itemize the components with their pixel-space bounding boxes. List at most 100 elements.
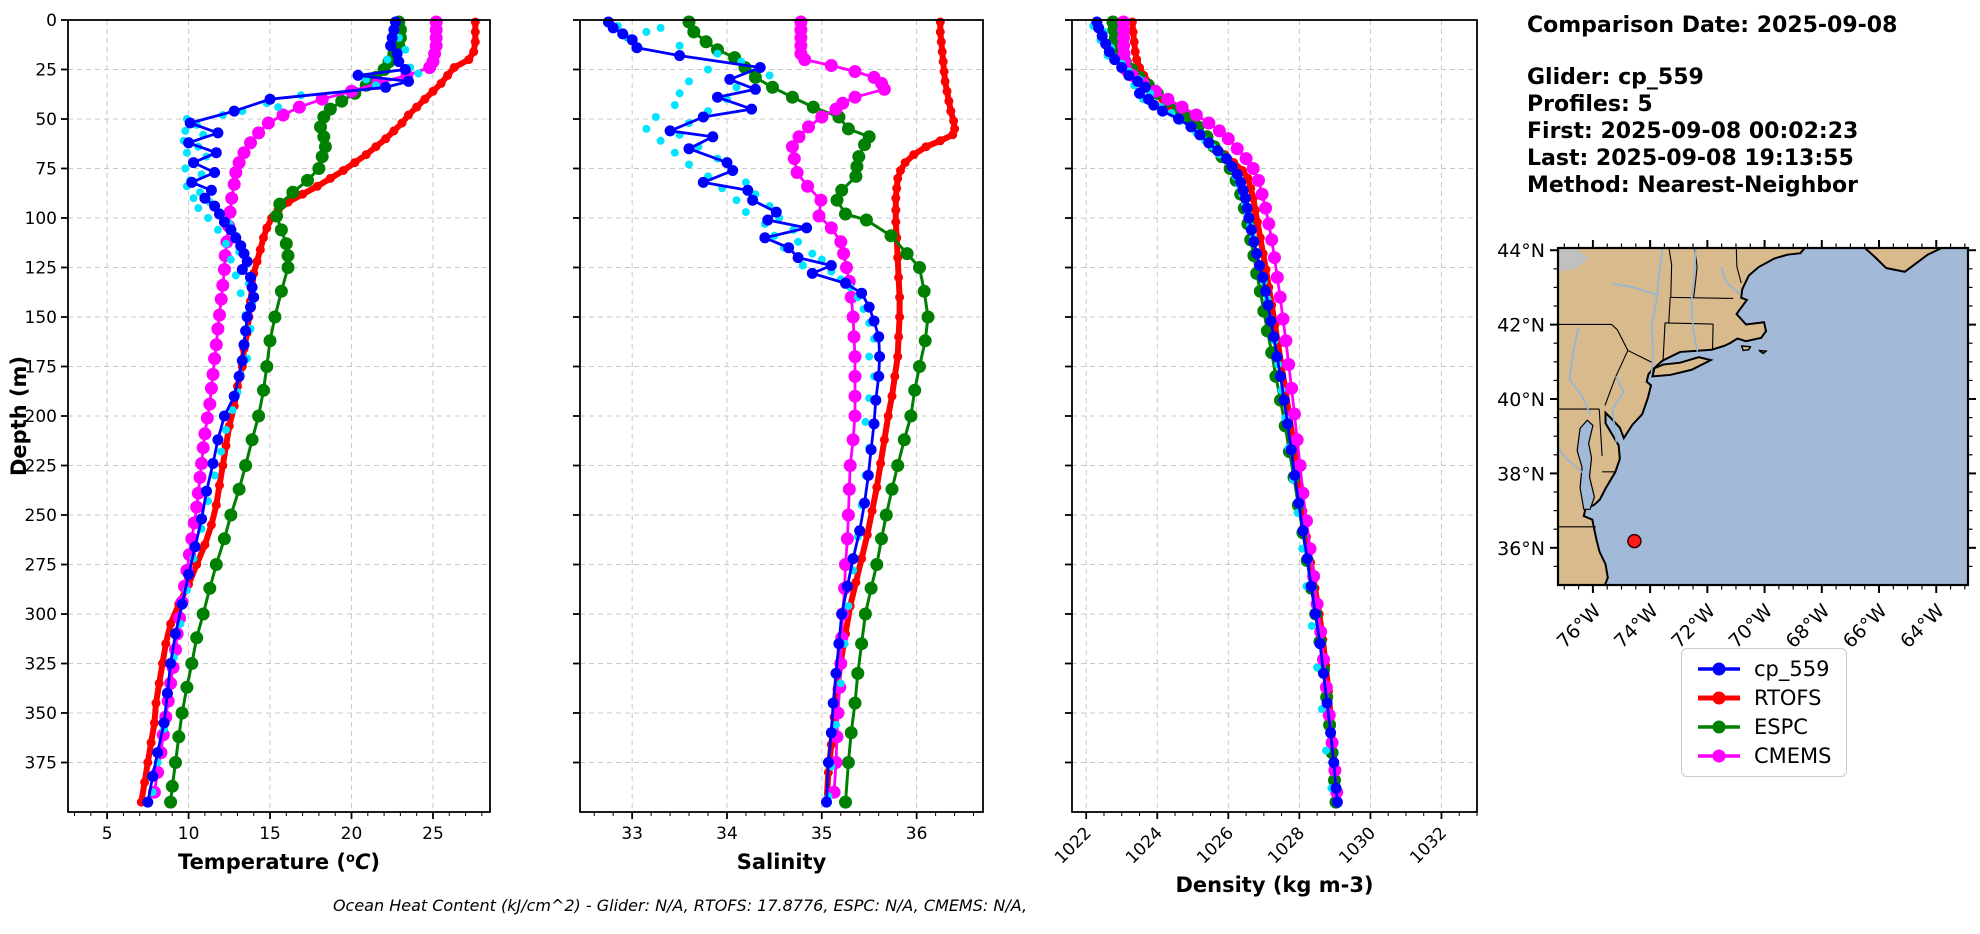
map-lon-label: 70°W bbox=[1724, 600, 1777, 653]
state-borders bbox=[1556, 247, 1741, 527]
map-lon-label: 76°W bbox=[1553, 600, 1606, 653]
legend-label: ESPC bbox=[1754, 715, 1808, 739]
depth-axis-label: Depth (m) bbox=[7, 356, 31, 476]
series-CMEMS bbox=[147, 15, 443, 799]
svg-text:275: 275 bbox=[25, 556, 57, 576]
svg-text:50: 50 bbox=[35, 110, 57, 130]
first-timestamp: First: 2025-09-08 00:02:23 bbox=[1527, 119, 1859, 144]
svg-text:1028: 1028 bbox=[1264, 823, 1309, 868]
legend-label: CMEMS bbox=[1754, 744, 1832, 768]
plot-frame bbox=[579, 19, 984, 813]
svg-text:375: 375 bbox=[25, 754, 57, 774]
svg-text:1032: 1032 bbox=[1406, 823, 1451, 868]
legend-item-RTOFS: RTOFS bbox=[1696, 686, 1832, 710]
series-cp_559 bbox=[142, 16, 414, 808]
svg-text:300: 300 bbox=[25, 605, 57, 625]
svg-text:10: 10 bbox=[178, 824, 200, 844]
axis-ticks bbox=[573, 19, 918, 819]
series-ESPC bbox=[682, 15, 935, 809]
series-cp_559 bbox=[1091, 16, 1343, 808]
temperature-axis-label: Temperature (oC) bbox=[178, 850, 380, 874]
salinity-panel: 33 34 35 36 Salinity bbox=[573, 15, 984, 874]
ohc-caption: Ocean Heat Content (kJ/cm^2) - Glider: N… bbox=[332, 896, 1028, 915]
series-RTOFS bbox=[1127, 17, 1342, 807]
map-lon-label: 64°W bbox=[1896, 600, 1949, 653]
legend-label: cp_559 bbox=[1754, 657, 1830, 681]
svg-text:0: 0 bbox=[46, 11, 57, 31]
plot-frame bbox=[1071, 19, 1478, 813]
map: 44°N 42°N 40°N 38°N 36°N 76°W 74°W 72°W 70°W 68°W… bbox=[1497, 240, 1976, 653]
last-timestamp: Last: 2025-09-08 19:13:55 bbox=[1527, 146, 1854, 171]
svg-text:175: 175 bbox=[25, 358, 57, 378]
plot-frame bbox=[67, 19, 491, 813]
axis-tick-labels: 1022 1024 1026 1028 1030 1032 bbox=[1051, 823, 1451, 868]
svg-text:5: 5 bbox=[102, 824, 113, 844]
svg-text:325: 325 bbox=[25, 655, 57, 675]
salinity-axis-label: Salinity bbox=[737, 850, 827, 874]
svg-text:225: 225 bbox=[25, 457, 57, 477]
series-RTOFS bbox=[822, 17, 960, 807]
legend-item-cp_559: cp_559 bbox=[1696, 657, 1832, 681]
lake-ontario bbox=[1558, 248, 1589, 273]
nantucket bbox=[1759, 350, 1766, 353]
scatter-glider-profiles bbox=[613, 21, 878, 801]
gridlines bbox=[1072, 19, 1477, 812]
axis-tick-labels: 5 10 15 20 250255075100125150175200225250275… bbox=[25, 11, 444, 844]
series-cp_559 bbox=[602, 16, 886, 808]
legend-marker-RTOFS bbox=[1698, 691, 1740, 705]
density-panel: 1022 1024 1026 1028 1030 1032 Density (kg m-3) bbox=[1051, 15, 1478, 897]
legend-marker-ESPC bbox=[1698, 720, 1740, 734]
profile-charts: 5 10 15 20 250255075100125150175200225250275… bbox=[7, 11, 1478, 897]
density-axis-label: Density (kg m-3) bbox=[1175, 873, 1373, 897]
profiles-count: Profiles: 5 bbox=[1527, 92, 1653, 117]
map-lon-label: 74°W bbox=[1610, 600, 1663, 653]
axis-ticks bbox=[1065, 19, 1443, 819]
axis-tick-labels: 33 34 35 36 bbox=[621, 824, 927, 844]
series-CMEMS bbox=[1117, 15, 1344, 799]
svg-text:100: 100 bbox=[25, 209, 57, 229]
gridlines bbox=[68, 19, 490, 812]
map-lat-label: 38°N bbox=[1497, 463, 1545, 485]
legend-label: RTOFS bbox=[1754, 686, 1822, 710]
svg-text:1030: 1030 bbox=[1335, 823, 1380, 868]
marthas-vineyard bbox=[1742, 346, 1751, 350]
map-lon-label: 72°W bbox=[1667, 600, 1720, 653]
svg-text:250: 250 bbox=[25, 506, 57, 526]
temperature-panel: 5 10 15 20 250255075100125150175200225250275… bbox=[7, 11, 491, 874]
method: Method: Nearest-Neighbor bbox=[1527, 173, 1858, 198]
svg-text:25: 25 bbox=[422, 824, 444, 844]
legend: cp_559 RTOFS ESPC CMEMS bbox=[1681, 648, 1847, 777]
long-island bbox=[1652, 357, 1710, 376]
legend-item-CMEMS: CMEMS bbox=[1696, 744, 1832, 768]
svg-text:350: 350 bbox=[25, 704, 57, 724]
svg-text:200: 200 bbox=[25, 407, 57, 427]
map-lat-label: 44°N bbox=[1497, 240, 1545, 262]
map-lat-label: 40°N bbox=[1497, 389, 1545, 411]
svg-text:33: 33 bbox=[621, 824, 643, 844]
map-lat-label: 36°N bbox=[1497, 538, 1545, 560]
glider-position-marker bbox=[1627, 533, 1642, 549]
map-lon-label: 68°W bbox=[1782, 600, 1835, 653]
gridlines bbox=[580, 19, 983, 812]
glider-name: Glider: cp_559 bbox=[1527, 65, 1704, 90]
svg-text:1024: 1024 bbox=[1122, 823, 1167, 868]
nova-scotia bbox=[1863, 248, 1945, 272]
axis-ticks bbox=[61, 19, 434, 819]
svg-text:34: 34 bbox=[716, 824, 738, 844]
legend-marker-cp_559 bbox=[1698, 662, 1740, 676]
coastline-land bbox=[1558, 248, 1806, 585]
svg-text:20: 20 bbox=[341, 824, 363, 844]
map-frame bbox=[1556, 246, 1970, 587]
chesapeake-bay bbox=[1577, 420, 1594, 509]
svg-text:25: 25 bbox=[35, 61, 57, 81]
svg-text:125: 125 bbox=[25, 259, 57, 279]
legend-item-ESPC: ESPC bbox=[1696, 715, 1832, 739]
map-lat-label: 42°N bbox=[1497, 315, 1545, 337]
svg-text:36: 36 bbox=[906, 824, 928, 844]
svg-text:35: 35 bbox=[811, 824, 833, 844]
svg-text:15: 15 bbox=[259, 824, 281, 844]
comparison-date: Comparison Date: 2025-09-08 bbox=[1527, 13, 1898, 38]
svg-text:150: 150 bbox=[25, 308, 57, 328]
svg-text:1026: 1026 bbox=[1193, 823, 1238, 868]
